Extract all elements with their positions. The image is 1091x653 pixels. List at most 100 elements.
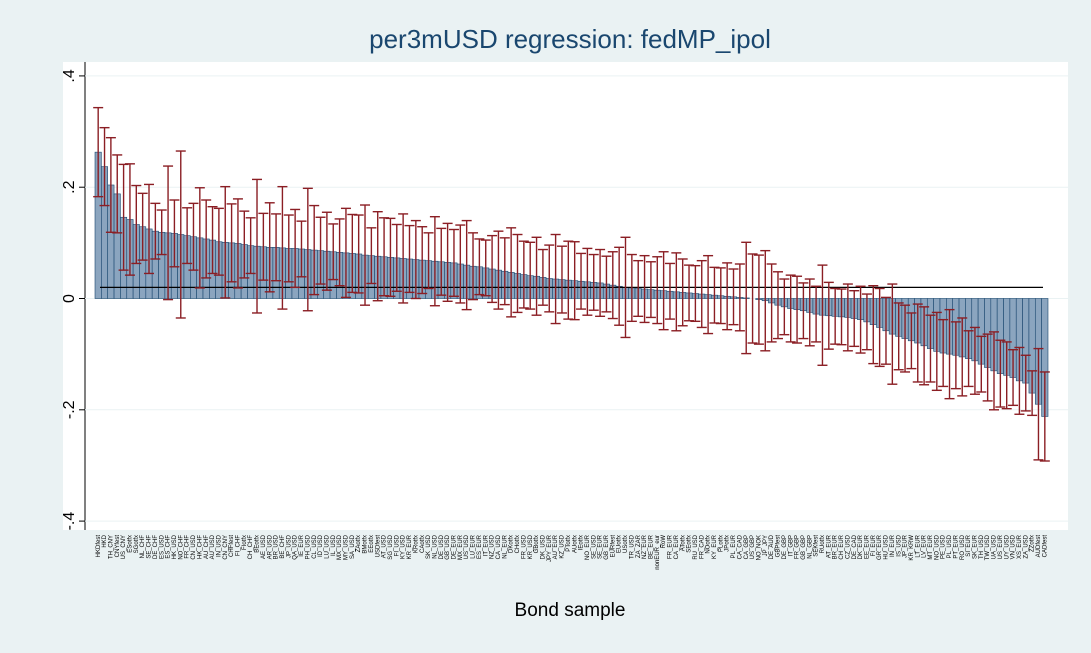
x-tick-label: PT_EUR [953,534,959,558]
x-tick-label: CL_USD [312,534,318,558]
x-tick-label: NZ_USD [490,534,496,559]
error-bar [1001,341,1012,410]
x-tick-label: RU_USD [693,534,699,559]
x-tick-label: SI_EUR [966,534,972,556]
error-bar [1039,371,1050,462]
x-tick-label: EURfest [610,535,616,558]
x-tick-label: GBotfx [534,535,540,553]
error-bar [753,254,764,345]
error-bar [124,163,135,276]
x-tick-label: HKD [102,534,108,547]
error-bar [817,264,828,366]
x-tick-label: SGotfx [134,535,140,553]
x-tick-label: NL_CHF [140,535,146,559]
x-tick-label: ES_EUR [477,534,483,559]
x-tick-label: SA_USD [350,534,356,559]
error-bar [436,227,447,296]
error-bar [811,285,822,343]
x-tick-label: FR_CHF [185,535,191,559]
error-bar [334,218,345,287]
error-bar [747,253,758,344]
error-bar [652,256,663,325]
x-tick-label: US_EUR [998,534,1004,559]
error-bar [900,304,911,373]
x-tick-label: ESotfx [128,535,134,553]
x-tick-label: BE_EUR [648,534,654,559]
x-tick-label: IT_GBP [788,535,794,556]
error-bar [633,259,644,318]
y-tick-label: 0 [61,294,78,303]
x-tick-label: TR_USD [629,534,635,559]
x-tick-label: IE_EUR [299,534,305,556]
error-bar [556,245,567,314]
x-tick-label: CNYfest [115,535,121,558]
error-bar [855,285,866,354]
x-tick-label: PLotfx [718,535,724,552]
error-bar [271,213,282,282]
error-bar [995,339,1006,408]
x-tick-label: DE_GBP [782,535,788,559]
error-bar [785,274,796,343]
x-tick-label: GB_USD [445,534,451,559]
x-tick-label: US_CNY [121,535,127,559]
x-tick-label: EE_EUR [865,534,871,559]
error-bar [639,254,650,324]
error-bar [728,268,739,326]
error-bar [93,106,104,198]
x-tick-label: FI_USD [394,534,400,556]
chart-title: per3mUSD regression: fedMP_ipol [369,24,771,54]
x-tick-label: ZAotfx [356,535,362,552]
error-bar [671,252,682,332]
x-tick-label: MX_USD [337,534,343,560]
error-bar [976,335,987,393]
error-bar [163,165,174,301]
x-tick-label: HK_USD [172,534,178,559]
error-bar [169,199,180,268]
x-tick-label: BMotfx [363,535,369,554]
error-bar [861,293,872,351]
x-tick-label: KR_KRW [909,535,915,561]
x-tick-label: CN_CNY [223,535,229,560]
error-bar [969,326,980,395]
x-tick-label: USDfest [375,535,381,558]
error-bar [836,288,847,346]
y-tick-label: .4 [61,69,78,82]
x-tick-label: DKotfx [509,535,515,553]
error-bar [131,184,142,265]
error-bar [188,202,199,271]
error-bar [601,255,612,313]
x-tick-label: ES_USD [159,534,165,559]
x-tick-label: NL_USD [432,534,438,558]
x-tick-label: RoW [661,535,667,549]
x-tick-label: IEotfx [579,535,585,550]
x-tick-label: CH_CHF [248,535,254,560]
x-tick-label: AUotfx [572,535,578,553]
x-tick-label: JP_USD [286,534,292,558]
x-tick-label: USotfx [623,535,629,553]
x-tick-label: IN_USD [216,534,222,557]
error-bar [531,236,542,316]
x-tick-label: SE_EUR [598,534,604,559]
error-bar [823,281,834,350]
error-bar [353,214,364,294]
error-bar [988,331,999,411]
x-tick-label: SK_USD [426,534,432,559]
error-bar [931,311,942,392]
error-bar [766,263,777,343]
error-bar [493,230,504,310]
x-tick-label: AU_USD [210,534,216,559]
x-tick-label: PL_USD [947,534,953,558]
x-tick-label: LU_EUR [471,534,477,558]
error-bar [919,306,930,386]
error-bar [423,232,434,290]
error-bar [201,199,212,279]
error-bar [410,219,421,300]
x-tick-label: CZ_USD [845,534,851,559]
x-tick-label: SG_USD [388,534,394,559]
error-bar [887,283,898,385]
error-bar [804,278,815,347]
x-tick-label: ATotfx [680,535,686,551]
error-bar [213,207,224,276]
error-bar [741,241,752,355]
x-tick-label: FR_USD [521,534,527,559]
